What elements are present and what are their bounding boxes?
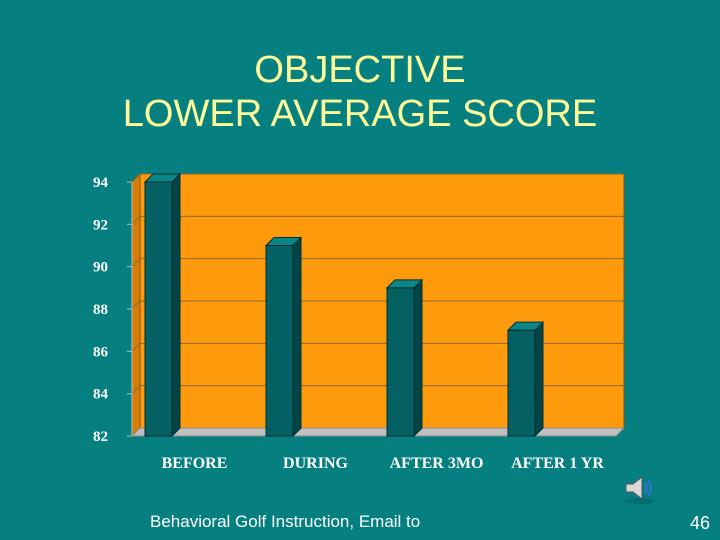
x-category-label: BEFORE: [162, 455, 228, 472]
bar-front: [507, 329, 536, 437]
y-tick-label: 88: [93, 302, 108, 318]
gridline-side: [131, 173, 141, 183]
bar-front: [144, 181, 173, 437]
bar-side: [171, 172, 181, 438]
bar-side: [292, 236, 302, 438]
y-tick-label: 94: [93, 175, 109, 191]
x-category-label: DURING: [283, 455, 348, 472]
bar-front: [265, 245, 294, 437]
bar: [264, 236, 303, 438]
gridline-side: [131, 300, 141, 310]
gridline-side: [131, 258, 141, 268]
bar: [143, 172, 182, 438]
plot-floor: [130, 427, 626, 437]
y-tick-label: 82: [93, 429, 108, 445]
x-axis-labels: BEFORE DURING AFTER 3MO AFTER 1 YR: [162, 455, 605, 472]
y-tick-label: 92: [93, 217, 108, 233]
title-line-2: LOWER AVERAGE SCORE: [122, 93, 598, 135]
bar-side: [534, 320, 544, 438]
bars: [143, 172, 545, 438]
page-number: 46: [689, 513, 710, 533]
y-tick-label: 86: [93, 344, 109, 360]
plot-area: [130, 172, 626, 438]
footer-text: Behavioral Golf Instruction, Email to: [150, 512, 421, 531]
bar-top: [143, 173, 182, 183]
bar-top: [264, 237, 303, 246]
gridline-side: [131, 385, 141, 395]
speaker-icon[interactable]: [622, 474, 658, 504]
bar-front: [386, 287, 415, 437]
bar-top: [506, 321, 545, 331]
bar: [506, 320, 545, 438]
slide-title: OBJECTIVE LOWER AVERAGE SCORE: [0, 48, 720, 136]
y-axis-ticks: 82 84 86 88 90 92 94: [93, 175, 133, 445]
x-category-label: AFTER 1 YR: [511, 455, 604, 472]
bar-side: [413, 278, 423, 438]
bar: [385, 278, 424, 438]
gridline-side: [131, 215, 141, 225]
bar-top: [385, 279, 424, 289]
x-category-label: AFTER 3MO: [390, 455, 484, 472]
y-tick-label: 84: [93, 387, 109, 403]
title-line-1: OBJECTIVE: [254, 49, 466, 91]
gridline-side: [131, 342, 141, 352]
y-tick-label: 90: [93, 260, 108, 276]
